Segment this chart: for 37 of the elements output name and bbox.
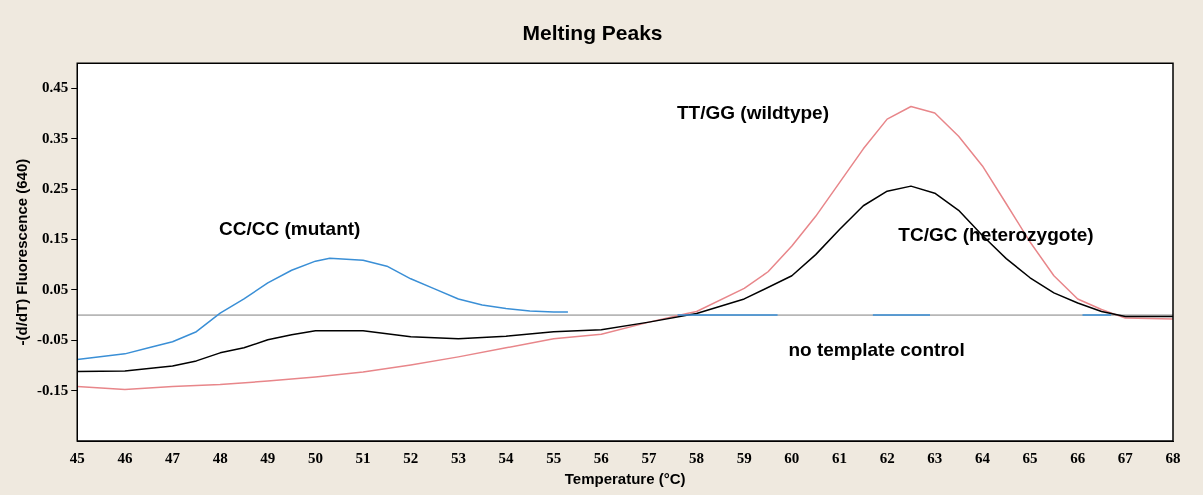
x-tick-label: 53 [450,449,466,466]
chart-title: Melting Peaks [522,21,663,45]
x-tick-label: 50 [307,449,323,466]
x-tick-label: 55 [546,449,562,466]
x-tick-label: 49 [260,449,276,466]
x-tick-label: 57 [641,449,657,466]
y-tick-label: -0.15 [37,381,69,398]
x-tick-label: 59 [736,449,752,466]
x-tick-label: 47 [165,449,181,466]
x-tick-label: 56 [593,449,610,466]
y-tick-label: 0.05 [42,280,69,297]
x-tick-label: 45 [69,449,85,466]
y-tick-label: -0.05 [37,331,69,348]
x-tick-label: 52 [403,449,419,466]
y-tick-label: 0.15 [42,230,69,247]
x-tick-label: 62 [879,449,895,466]
y-tick-label: 0.45 [42,79,69,96]
x-tick-label: 58 [689,449,705,466]
x-tick-label: 68 [1165,449,1181,466]
series-label: no template control [788,339,965,361]
x-tick-label: 64 [974,449,991,466]
x-axis-title: Temperature (°C) [564,470,686,488]
x-tick-label: 54 [498,449,515,466]
text: TT/GG (wildtype) [676,101,829,123]
x-tick-label: 60 [784,449,800,466]
x-tick-label: 66 [1070,449,1086,466]
series-label: CC/CC (mutant) [219,218,361,240]
y-tick-label: 0.25 [42,180,69,197]
x-tick-label: 65 [1022,449,1038,466]
x-tick-label: 67 [1117,449,1134,466]
y-tick-label: 0.35 [42,129,69,146]
x-tick-label: 46 [117,449,133,466]
y-axis-title: -(d/dT) Fluorescence (640) [13,158,31,346]
x-tick-label: 61 [832,449,848,466]
x-tick-label: 48 [212,449,228,466]
x-tick-label: 63 [927,449,943,466]
x-tick-label: 51 [355,449,371,466]
